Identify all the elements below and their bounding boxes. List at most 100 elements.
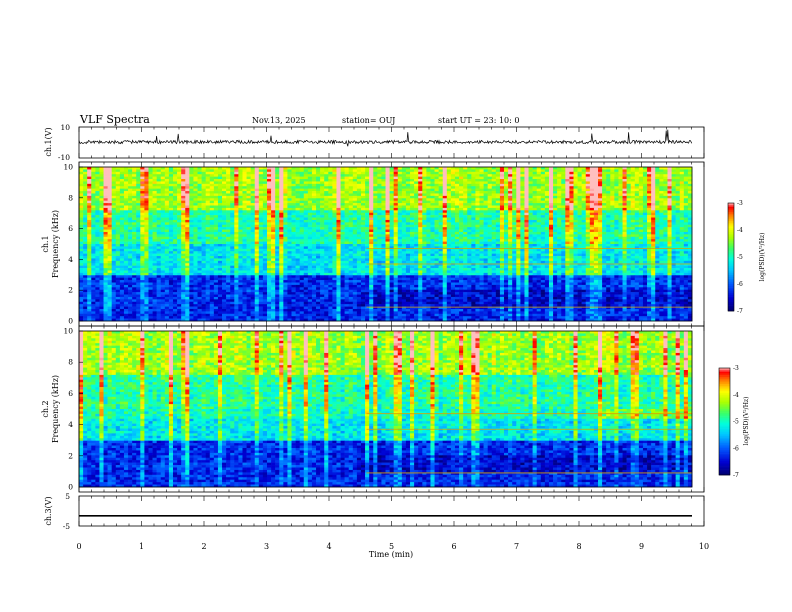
spectrogram-cell — [234, 181, 239, 185]
spectrogram-cell — [659, 188, 664, 192]
spectrogram-cell — [528, 195, 533, 199]
spectrogram-cell — [491, 231, 497, 235]
spectrogram-cell — [79, 169, 84, 173]
spectrogram-cell — [132, 207, 137, 211]
spectrogram-cell — [234, 229, 239, 233]
spectrogram-cell — [332, 239, 337, 242]
spectrogram-cell — [446, 171, 452, 175]
spectrogram-cell — [467, 236, 472, 240]
spectrogram-cell — [602, 167, 607, 170]
spectrogram-cell — [360, 236, 366, 240]
spectrogram-cell — [442, 215, 448, 218]
spectrogram-cell — [336, 229, 341, 233]
spectrogram-cell — [91, 169, 96, 173]
spectrogram-cell — [320, 169, 325, 173]
spectrogram-cell — [328, 215, 333, 218]
spectrogram-cell — [454, 167, 460, 170]
spectrogram-cell — [687, 193, 693, 197]
spectrogram-cell — [320, 191, 325, 194]
spectrogram-cell — [222, 215, 227, 218]
spectrogram-cell — [283, 198, 288, 201]
spectrogram-cell — [246, 217, 251, 221]
spectrogram-cell — [107, 188, 112, 192]
spectrogram-cell — [230, 212, 235, 216]
spectrogram-cell — [647, 217, 652, 221]
spectrogram-cell — [148, 176, 153, 180]
spectrogram-cell — [238, 227, 243, 230]
spectrogram-cell — [136, 174, 141, 177]
spectrogram-cell — [663, 219, 668, 223]
spectrogram-cell — [626, 188, 631, 192]
spectrogram-cell — [340, 229, 345, 233]
spectrogram-cell — [356, 191, 362, 194]
figure-title: VLF Spectra — [79, 113, 150, 126]
spectrogram-cell — [197, 195, 202, 199]
spectrogram-cell — [250, 215, 256, 218]
spectrogram-cell — [626, 200, 631, 204]
spectrogram-cell — [434, 205, 439, 209]
spectrogram-cell — [266, 210, 272, 214]
spectrogram-cell — [565, 203, 570, 206]
spectrogram-cell — [667, 217, 672, 221]
spectrogram-cell — [283, 169, 288, 173]
spectrogram-cell — [512, 183, 517, 187]
spectrogram-cell — [287, 222, 292, 226]
spectrogram-cell — [336, 241, 341, 245]
spectrogram-cell — [119, 239, 125, 242]
spectrogram-cell — [230, 229, 235, 233]
spectrogram-cell — [504, 195, 509, 199]
spectrogram-cell — [189, 212, 194, 216]
spectrogram-cell — [483, 171, 488, 175]
spectrogram-cell — [393, 227, 399, 230]
spectrogram-cell — [250, 183, 256, 187]
spectrogram-cell — [471, 200, 476, 204]
spectrogram-cell — [450, 227, 456, 230]
spectrogram-cell — [463, 212, 468, 216]
spectrogram-cell — [222, 219, 227, 223]
spectrogram-cell — [442, 241, 448, 245]
spectrogram-cell — [602, 176, 607, 180]
spectrogram-cell — [271, 210, 276, 214]
spectrogram-cell — [123, 181, 129, 185]
spectrogram-cell — [446, 217, 452, 221]
spectrogram-cell — [459, 198, 464, 201]
spectrogram-cell — [213, 229, 219, 233]
spectrogram-cell — [213, 212, 219, 216]
spectrogram-cell — [479, 207, 484, 211]
spectrogram-cell — [103, 176, 108, 180]
spectrogram-cell — [283, 210, 288, 214]
spectrogram-cell — [687, 227, 693, 230]
spectrogram-cell — [352, 167, 358, 170]
spectrogram-cell — [630, 169, 636, 173]
spectrogram-cell — [675, 227, 681, 230]
spectrogram-cell — [598, 205, 603, 209]
spectrogram-cell — [499, 222, 505, 226]
spectrogram-cell — [606, 227, 611, 230]
spectrogram-cell — [438, 222, 444, 226]
spectrogram-cell — [647, 181, 652, 185]
spectrogram-cell — [164, 171, 170, 175]
spectrogram-cell — [630, 176, 636, 180]
spectrogram-cell — [434, 241, 439, 245]
spectrogram-cell — [397, 198, 403, 201]
spectrogram-cell — [675, 171, 681, 175]
spectrogram-cell — [307, 224, 313, 228]
spectrogram-cell — [136, 215, 141, 218]
spectrogram-cell — [107, 212, 112, 216]
spectrogram-cell — [553, 239, 558, 242]
spectrogram-cell — [520, 224, 525, 228]
spectrogram-cell — [618, 169, 623, 173]
spectrogram-cell — [438, 231, 444, 235]
spectrogram-cell — [242, 183, 247, 187]
spectrogram-cell — [201, 229, 206, 233]
spectrogram-cell — [622, 171, 627, 175]
spectrogram-cell — [197, 203, 202, 206]
spectrogram-cell — [520, 207, 525, 211]
spectrogram-cell — [156, 179, 162, 182]
spectrogram-cell — [561, 198, 566, 201]
spectrogram-cell — [148, 188, 153, 192]
spectrogram-cell — [172, 171, 178, 175]
spectrogram-cell — [671, 167, 676, 170]
spectrogram-cell — [602, 198, 607, 201]
spectrogram-cell — [491, 193, 497, 197]
